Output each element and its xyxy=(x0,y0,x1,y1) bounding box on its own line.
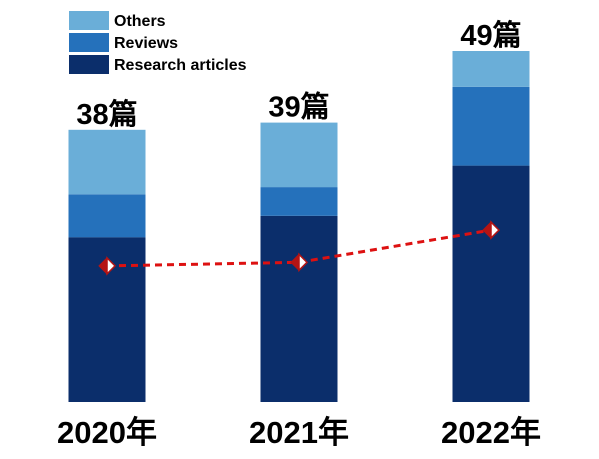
bar-others-2020 xyxy=(68,129,146,195)
total-label-2020: 38篇 xyxy=(76,97,137,131)
bar-reviews-2021 xyxy=(260,187,338,216)
legend-item-reviews: Reviews xyxy=(69,33,178,52)
bar-research-articles-2022 xyxy=(452,165,530,402)
bars xyxy=(68,51,530,402)
total-label-2021: 39篇 xyxy=(268,90,329,124)
legend-label-reviews: Reviews xyxy=(114,35,178,52)
bar-research-articles-2021 xyxy=(260,215,338,402)
legend-item-research-articles: Research articles xyxy=(69,55,247,74)
trend-marker-2021 xyxy=(290,252,309,273)
bar-others-2021 xyxy=(260,122,338,188)
legend-item-others: Others xyxy=(69,11,166,30)
legend-label-research-articles: Research articles xyxy=(114,57,247,74)
x-tick-label-2022: 2022年 xyxy=(441,415,541,450)
legend-swatch-research-articles xyxy=(69,55,109,74)
bar-reviews-2022 xyxy=(452,86,530,166)
trend-marker-2022 xyxy=(482,220,501,240)
x-tick-label-2020: 2020年 xyxy=(57,415,157,450)
total-label-2022: 49篇 xyxy=(460,18,521,52)
trend-line-layer xyxy=(98,220,501,276)
legend: Others Reviews Research articles xyxy=(69,11,247,74)
bar-others-2022 xyxy=(452,51,530,87)
x-tick-label-2021: 2021年 xyxy=(249,415,349,450)
legend-label-others: Others xyxy=(114,13,166,30)
bar-reviews-2020 xyxy=(68,194,146,238)
labels: 38篇 39篇 49篇 2020年 2021年 2022年 xyxy=(57,18,541,450)
legend-swatch-others xyxy=(69,11,109,30)
legend-swatch-reviews xyxy=(69,33,109,52)
trend-marker-2020 xyxy=(98,256,117,276)
